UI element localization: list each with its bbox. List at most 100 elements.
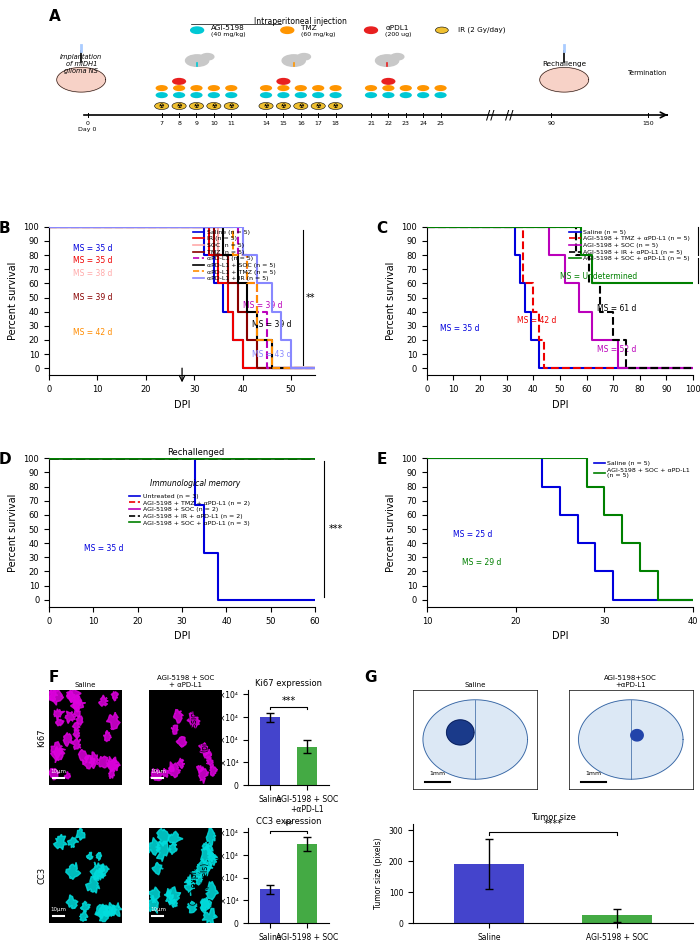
Polygon shape [111, 691, 118, 701]
Polygon shape [49, 687, 64, 706]
Text: AGI-5198: AGI-5198 [211, 25, 245, 31]
Polygon shape [191, 869, 202, 881]
Polygon shape [65, 711, 76, 723]
X-axis label: DPI: DPI [174, 399, 190, 410]
Text: ☢: ☢ [439, 27, 444, 33]
Polygon shape [150, 769, 162, 781]
Y-axis label: Ki67 expression
(pixels): Ki67 expression (pixels) [190, 707, 209, 768]
Polygon shape [176, 758, 185, 769]
Polygon shape [97, 853, 102, 860]
Polygon shape [108, 770, 114, 778]
Title: Tumor size: Tumor size [531, 813, 575, 821]
Text: 1mm: 1mm [430, 771, 446, 776]
Text: ☢: ☢ [281, 104, 286, 108]
Text: MS = 61 d: MS = 61 d [597, 304, 636, 314]
Polygon shape [197, 859, 213, 877]
Legend: Untreated (n = 3), AGI-5198 + TMZ + αPD-L1 (n = 2), AGI-5198 + SOC (n = 2), AGI-: Untreated (n = 3), AGI-5198 + TMZ + αPD-… [127, 491, 253, 528]
Polygon shape [73, 709, 80, 717]
Text: TMZ: TMZ [302, 25, 317, 31]
Text: MS = 43 d: MS = 43 d [252, 349, 292, 359]
Polygon shape [147, 887, 160, 902]
Y-axis label: Percent survival: Percent survival [386, 494, 396, 572]
Polygon shape [54, 708, 64, 721]
Circle shape [208, 85, 220, 91]
Polygon shape [185, 878, 195, 896]
Text: 10: 10 [210, 121, 218, 125]
X-axis label: DPI: DPI [552, 399, 568, 410]
Text: 11: 11 [228, 121, 235, 125]
Circle shape [435, 85, 447, 91]
Polygon shape [185, 874, 193, 885]
Polygon shape [203, 860, 212, 872]
Bar [297, 844, 317, 923]
Polygon shape [206, 757, 213, 768]
Title: CC3 expression: CC3 expression [256, 817, 321, 826]
Polygon shape [56, 719, 64, 726]
Text: 150: 150 [642, 121, 654, 125]
Y-axis label: Ki67: Ki67 [37, 728, 46, 747]
Polygon shape [202, 908, 218, 925]
Circle shape [208, 92, 220, 98]
Text: MS = 38 d: MS = 38 d [74, 269, 113, 278]
Polygon shape [166, 889, 174, 903]
Circle shape [391, 54, 404, 60]
Polygon shape [199, 767, 209, 784]
Circle shape [311, 103, 326, 109]
Text: 21: 21 [367, 121, 375, 125]
Text: ☢: ☢ [228, 104, 234, 108]
Text: 16: 16 [297, 121, 304, 125]
Text: C: C [377, 220, 387, 236]
Legend: Saline (n = 5), AGI-5198 + SOC + αPD-L1
(n = 5): Saline (n = 5), AGI-5198 + SOC + αPD-L1 … [591, 459, 692, 481]
Polygon shape [89, 752, 99, 769]
Circle shape [173, 92, 186, 98]
Polygon shape [152, 862, 163, 875]
Polygon shape [76, 827, 85, 840]
Polygon shape [66, 895, 78, 908]
Text: ****: **** [543, 820, 563, 830]
Polygon shape [66, 862, 80, 880]
Polygon shape [107, 902, 118, 917]
Circle shape [365, 85, 377, 91]
Polygon shape [423, 700, 528, 779]
Circle shape [294, 103, 308, 109]
Circle shape [400, 85, 412, 91]
Title: Saline: Saline [75, 682, 97, 688]
Text: MS = 25 d: MS = 25 d [454, 530, 493, 539]
Y-axis label: Tumor size (pixels): Tumor size (pixels) [374, 837, 383, 909]
Polygon shape [157, 829, 171, 846]
Text: 10μm: 10μm [50, 907, 66, 912]
Polygon shape [90, 862, 105, 881]
Text: A: A [49, 9, 61, 24]
Text: 14: 14 [262, 121, 270, 125]
Text: MS = 52 d: MS = 52 d [597, 346, 636, 354]
Polygon shape [171, 900, 177, 907]
Text: (200 ug): (200 ug) [385, 32, 412, 37]
Polygon shape [66, 688, 81, 704]
Y-axis label: Percent survival: Percent survival [8, 494, 18, 572]
Polygon shape [73, 723, 80, 730]
Text: ☢: ☢ [316, 104, 321, 108]
Circle shape [382, 85, 395, 91]
Polygon shape [99, 695, 108, 706]
Text: ☢: ☢ [298, 104, 304, 108]
Legend: Saline (n = 5), IR (n = 5), SOC (n = 5), TMZ (n = 5), αPD-L1 (n = 5), αPD-L1 + S: Saline (n = 5), IR (n = 5), SOC (n = 5),… [190, 227, 278, 284]
Circle shape [225, 92, 237, 98]
Polygon shape [107, 757, 120, 771]
Circle shape [382, 92, 395, 98]
Polygon shape [80, 901, 90, 912]
Circle shape [172, 78, 186, 85]
Polygon shape [106, 712, 120, 730]
Text: F: F [49, 670, 60, 685]
Polygon shape [187, 901, 197, 913]
Text: 10μm: 10μm [150, 907, 166, 912]
Circle shape [224, 103, 238, 109]
Polygon shape [210, 764, 217, 776]
Circle shape [260, 85, 272, 91]
Circle shape [330, 92, 342, 98]
Polygon shape [48, 769, 60, 780]
Polygon shape [206, 843, 213, 854]
Text: 10μm: 10μm [50, 769, 66, 773]
Text: Termination: Termination [628, 71, 668, 76]
Y-axis label: CC3: CC3 [37, 867, 46, 885]
Circle shape [435, 92, 447, 98]
